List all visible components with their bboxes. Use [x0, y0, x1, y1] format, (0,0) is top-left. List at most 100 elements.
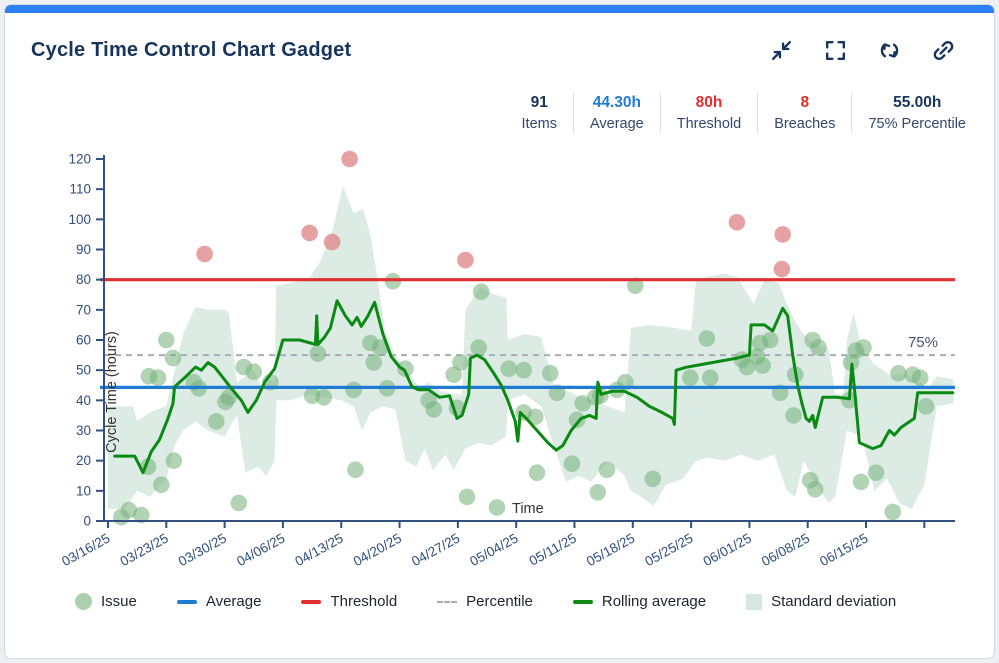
percentile-swatch: [437, 600, 458, 603]
issue-dot: [682, 369, 699, 387]
y-axis-ticks: 0 10 20 30 40 50 60 70 80 90 100 110 120: [68, 151, 104, 529]
issue-dot: [890, 364, 907, 382]
x-tick-label: 06/01/25: [701, 531, 754, 570]
issue-dot: [120, 501, 138, 519]
issue-dot: [761, 331, 779, 349]
legend-item-threshold[interactable]: Threshold: [301, 593, 397, 610]
y-tick-label: 30: [76, 423, 91, 438]
stat-breaches-value: 8: [800, 94, 810, 111]
issue-dot: [230, 494, 248, 512]
breach-dot: [773, 260, 791, 278]
issue-dot: [542, 364, 559, 382]
standard-deviation-swatch: [746, 593, 763, 610]
breach-points[interactable]: [196, 150, 791, 278]
issue-dot: [309, 345, 327, 362]
x-tick-label: 03/30/25: [176, 531, 229, 570]
stddev-band: [108, 186, 954, 509]
issue-dot: [315, 389, 333, 406]
fullscreen-icon[interactable]: [823, 38, 848, 63]
x-tick-label: 05/25/25: [642, 531, 695, 570]
stat-percentile: 55.00h 75% Percentile: [851, 93, 982, 133]
issue-dot: [785, 407, 802, 424]
x-tick-label: 05/11/25: [527, 531, 579, 569]
breach-dot: [341, 150, 358, 168]
breach-dot: [774, 226, 791, 243]
legend-label: Rolling average: [601, 593, 707, 610]
breach-dot: [457, 251, 474, 269]
issue-dot: [208, 413, 225, 430]
y-tick-label: 20: [76, 453, 91, 468]
x-tick-label: 06/08/25: [759, 531, 812, 570]
issue-dot: [470, 339, 488, 356]
y-tick-label: 100: [68, 212, 91, 227]
issue-dot: [372, 339, 389, 356]
x-tick-label: 06/15/25: [817, 531, 870, 570]
issue-dot: [867, 464, 885, 482]
x-tick-label: 04/27/25: [409, 531, 462, 570]
issue-dot: [165, 452, 183, 470]
legend-label: Percentile: [466, 593, 533, 610]
y-tick-label: 60: [76, 332, 91, 347]
issue-dot: [527, 408, 544, 426]
issue-dot: [458, 488, 476, 506]
stat-average-label: Average: [589, 116, 644, 132]
issue-dot: [563, 455, 581, 473]
issue-dot: [702, 369, 719, 387]
legend-label: Average: [205, 593, 262, 610]
stat-threshold-value: 80h: [695, 94, 723, 111]
breach-dot: [196, 245, 213, 263]
stats-row: 91 Items 44.30h Average 80h Threshold 8 …: [506, 93, 982, 133]
issue-dot: [153, 476, 170, 494]
x-tick-label: 04/20/25: [351, 531, 404, 570]
breach-dot: [323, 233, 341, 251]
issue-dot: [133, 506, 150, 524]
x-tick-label: 03/23/25: [118, 531, 171, 570]
issue-dot: [574, 395, 592, 412]
threshold-swatch: [301, 599, 322, 604]
issue-dot: [452, 354, 469, 371]
y-tick-label: 40: [76, 393, 91, 408]
x-tick-label: 04/13/25: [292, 531, 345, 570]
legend-item-average[interactable]: Average: [176, 593, 262, 610]
x-axis-title: Time: [512, 501, 544, 517]
issue-dot: [158, 331, 175, 349]
legend-item-standard-deviation[interactable]: Standard deviation: [746, 593, 896, 610]
refresh-icon[interactable]: [877, 38, 902, 63]
issue-dot: [397, 360, 414, 378]
issue-dot: [917, 398, 935, 415]
issue-points[interactable]: [113, 272, 935, 526]
issue-dot: [806, 481, 824, 498]
y-tick-label: 90: [76, 242, 91, 257]
issue-dot: [627, 277, 644, 295]
x-tick-label: 05/18/25: [584, 531, 637, 570]
issue-dot: [488, 499, 506, 516]
cycle-time-control-chart: 0 10 20 30 40 50 60 70 80 90 100 110 120 03/16/25 03/2…: [59, 150, 955, 570]
average-swatch: [176, 599, 197, 604]
issue-dot: [347, 461, 364, 479]
y-tick-label: 110: [69, 182, 91, 197]
legend-label: Standard deviation: [771, 593, 897, 610]
issue-dot: [515, 361, 532, 379]
issue-dot: [855, 339, 872, 356]
issue-dot: [841, 392, 858, 409]
stat-average: 44.30h Average: [572, 93, 660, 133]
collapse-icon[interactable]: [769, 38, 794, 63]
issue-dot: [345, 381, 363, 399]
issue-dot: [598, 461, 616, 479]
legend-item-percentile[interactable]: Percentile: [437, 593, 533, 610]
issue-dot: [164, 349, 182, 367]
issue-swatch: [75, 593, 92, 610]
issue-dot: [842, 354, 860, 371]
stat-items: 91 Items: [506, 93, 573, 133]
issue-dot: [500, 360, 517, 378]
legend-item-issue[interactable]: Issue: [75, 593, 137, 610]
stat-breaches-label: Breaches: [774, 116, 836, 132]
issue-dot: [698, 330, 716, 347]
link-icon[interactable]: [931, 38, 956, 63]
legend-label: Issue: [101, 593, 137, 610]
accent-bar: [5, 5, 994, 13]
stat-average-value: 44.30h: [592, 94, 641, 111]
legend-item-rolling-average[interactable]: Rolling average: [572, 593, 707, 610]
issue-dot: [810, 339, 827, 356]
gadget-toolbar: [769, 38, 956, 63]
